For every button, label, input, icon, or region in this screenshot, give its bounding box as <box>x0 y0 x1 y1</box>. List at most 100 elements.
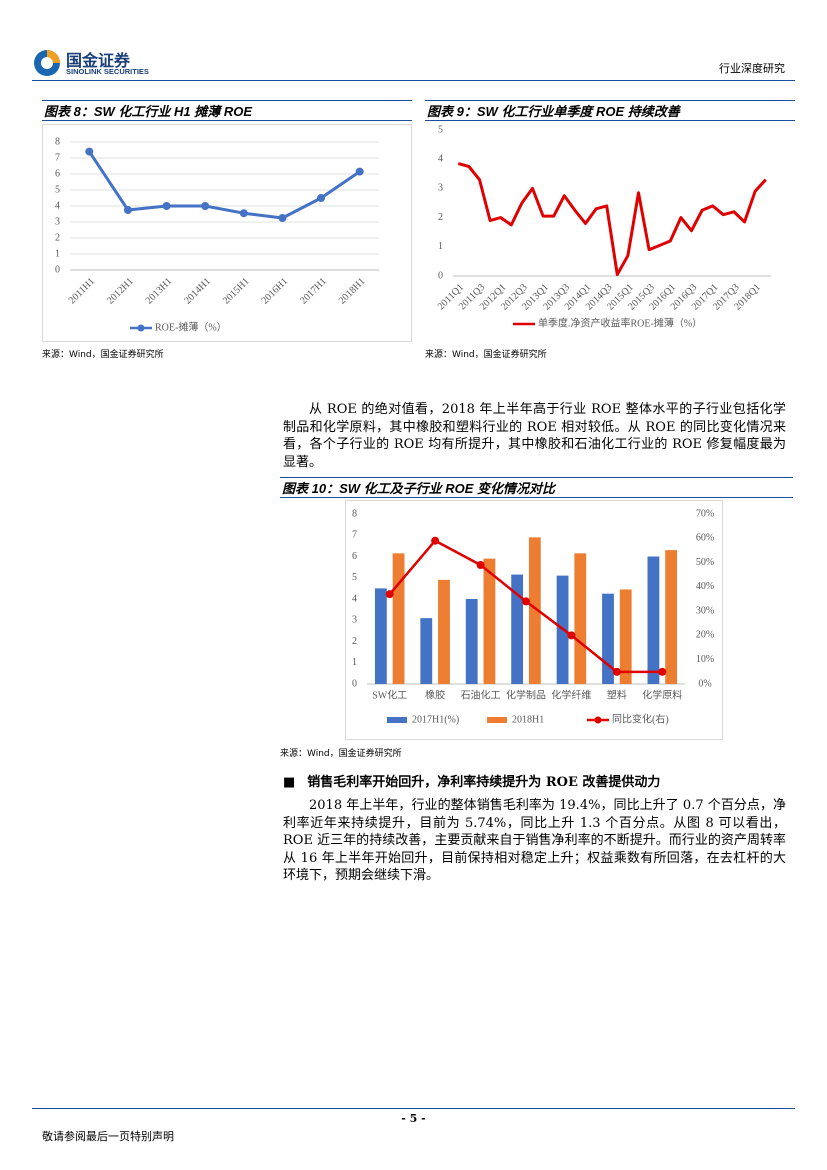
marker <box>385 590 394 599</box>
marker <box>201 202 210 210</box>
y-tick-label: 5 <box>352 572 357 583</box>
x-tick-label: 塑料 <box>607 688 627 701</box>
x-tick-label: 橡胶 <box>425 688 445 701</box>
marker <box>431 536 440 545</box>
figure-source: 来源：Wind，国金证券研究所 <box>42 350 164 360</box>
paragraph: 2018 年上半年，行业的整体销售毛利率为 19.4%，同比上升了 0.7 个百… <box>283 798 786 883</box>
marker <box>278 214 287 222</box>
y-tick-label: 8 <box>352 508 357 519</box>
legend-label: 2017H1(%) <box>412 714 459 725</box>
marker <box>355 167 364 176</box>
legend-marker <box>594 716 602 724</box>
y-tick-label: 0 <box>55 264 60 275</box>
y-tick-label: 1 <box>352 657 357 668</box>
legend-label: 同比变化(右) <box>612 712 669 725</box>
figure-title: 图表 8：SW 化工行业 H1 摊薄 ROE <box>42 100 412 121</box>
y-tick-label: 6 <box>352 551 357 562</box>
line <box>457 162 767 277</box>
y-tick-label: 3 <box>55 216 60 227</box>
marker <box>85 147 94 156</box>
chart: 0 1 2 3 4 5 6 7 8 2011H1 2012H1 2013H1 2014H1 2015H1 2… <box>42 124 412 342</box>
line <box>88 150 361 220</box>
header-rule <box>32 80 795 81</box>
chart: 0123452011Q12011Q32012Q12012Q32013Q12013… <box>436 124 771 329</box>
disclaimer: 敬请参阅最后一页特别声明 <box>42 1130 174 1143</box>
logo-en: SINOLINK SECURITIES <box>66 67 149 76</box>
figure-title: 图表 10：SW 化工及子行业 ROE 变化情况对比 <box>280 477 793 498</box>
x-tick-label: 化学纤维 <box>551 688 591 701</box>
bar <box>420 618 433 684</box>
y-tick-label: 7 <box>55 152 60 163</box>
y2-tick-label: 40% <box>696 581 714 592</box>
x-tick-label: 化学原料 <box>642 688 682 701</box>
legend-label: 2018H1 <box>512 714 544 725</box>
figure-title: 图表 9：SW 化工行业单季度 ROE 持续改善 <box>425 100 795 121</box>
y2-tick-label: 50% <box>696 557 714 568</box>
section-heading: ■ 销售毛利率开始回升，净利率持续提升为 ROE 改善提供动力 <box>283 771 660 790</box>
x-tick-label: 2018H1 <box>337 276 368 307</box>
legend-swatch <box>487 717 507 723</box>
marker <box>239 209 248 218</box>
bar <box>647 556 660 684</box>
y-tick-label: 4 <box>55 200 60 211</box>
x-tick-label: 石油化工 <box>461 688 501 701</box>
marker <box>612 667 621 676</box>
chart-frame <box>42 124 412 342</box>
x-tick-label: 2016H1 <box>260 276 291 307</box>
legend-label: 单季度.净资产收益率ROE-摊薄（%） <box>538 316 702 329</box>
marker <box>162 202 171 210</box>
x-tick-label: 2014H1 <box>182 276 213 307</box>
x-tick-label: 2013H1 <box>144 276 175 307</box>
chart: 0 1 2 3 4 5 6 7 8 0% 10% 20% 30% 40% 50% 60% 70% SW化工 橡胶 石油… <box>345 500 723 740</box>
y-tick-label: 5 <box>55 184 60 195</box>
y2-tick-label: 20% <box>696 630 714 641</box>
figure-source: 来源：Wind，国金证券研究所 <box>425 350 547 360</box>
bar <box>665 550 678 684</box>
marker <box>123 206 132 214</box>
bar <box>528 537 541 684</box>
bar <box>619 589 632 684</box>
x-tick-label: SW化工 <box>372 688 407 701</box>
marker <box>476 561 485 569</box>
y-tick-label: 2 <box>352 636 357 647</box>
bar <box>511 574 524 684</box>
y2-tick-label: 30% <box>696 605 714 616</box>
logo-cn: 国金证券 <box>66 51 131 70</box>
heading-text: 销售毛利率开始回升，净利率持续提升为 ROE 改善提供动力 <box>307 775 661 790</box>
marker <box>317 194 326 202</box>
x-tick-label: 2017H1 <box>298 276 329 307</box>
y-tick-label: 2 <box>438 212 443 223</box>
y2-tick-label: 60% <box>696 533 714 544</box>
y-tick-label: 8 <box>55 136 60 147</box>
chart-frame <box>345 500 723 740</box>
bullet: ■ <box>283 775 296 790</box>
marker <box>522 597 530 606</box>
page-number: - 5 - <box>401 1112 426 1125</box>
bar <box>374 588 387 684</box>
y2-tick-label: 70% <box>696 508 714 519</box>
x-tick-label: 2012H1 <box>105 276 136 307</box>
y-tick-label: 4 <box>438 153 443 164</box>
figure-source: 来源：Wind，国金证券研究所 <box>280 749 402 759</box>
y-tick-label: 2 <box>55 232 60 243</box>
report-type: 行业深度研究 <box>719 62 785 75</box>
bar <box>465 599 478 684</box>
x-tick-label: 2015H1 <box>221 276 252 307</box>
bar <box>438 579 450 684</box>
marker <box>567 631 576 640</box>
bar <box>602 593 614 684</box>
paragraph: 从 ROE 的绝对值看，2018 年上半年高于行业 ROE 整体水平的子行业包括… <box>283 402 786 470</box>
y2-tick-label: 10% <box>696 654 714 665</box>
y-tick-label: 5 <box>438 124 443 135</box>
y-tick-label: 0 <box>352 678 357 689</box>
legend-label: ROE-摊薄（%） <box>155 320 227 333</box>
y-tick-label: 6 <box>55 168 60 179</box>
bar <box>574 553 587 684</box>
legend-marker <box>137 324 145 332</box>
footer-rule <box>32 1108 795 1109</box>
bar <box>392 553 405 684</box>
bar <box>483 558 496 684</box>
logo-icon <box>34 50 60 76</box>
x-tick-label: 2011H1 <box>67 276 97 306</box>
